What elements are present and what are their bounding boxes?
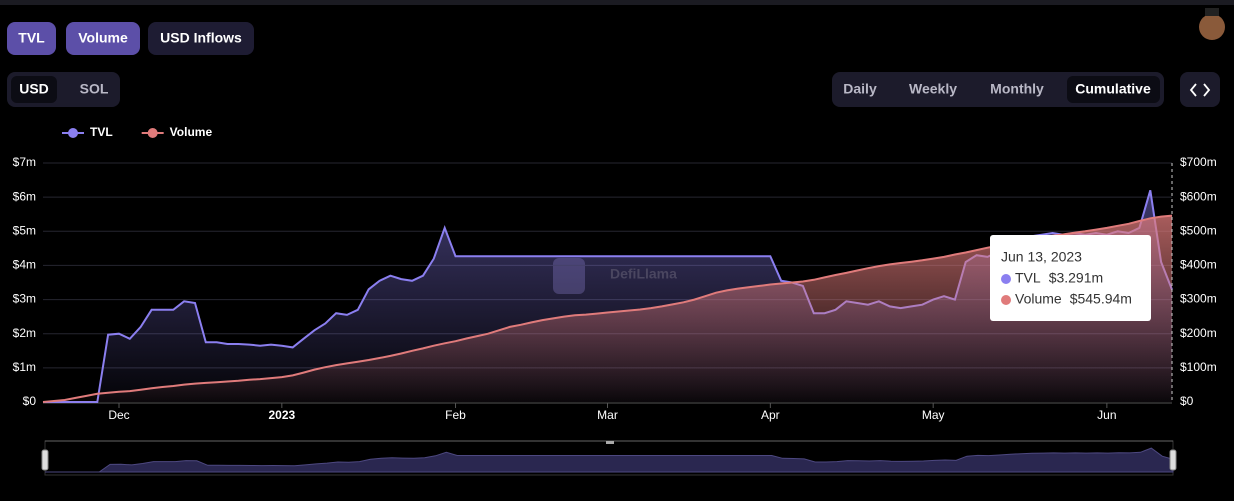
embed-button[interactable] <box>1180 72 1220 107</box>
navigator-grip <box>606 441 614 444</box>
x-tick-label: Apr <box>761 408 780 422</box>
watermark: DefiLlama <box>610 266 677 282</box>
y2-tick-label: $400m <box>1180 258 1217 272</box>
button[interactable] <box>7 22 56 55</box>
toggle-option[interactable]: USD <box>19 81 49 97</box>
tooltip-marker <box>1001 295 1011 305</box>
y-tick-label: $4m <box>13 258 36 272</box>
y-tick-label: $6m <box>13 189 36 203</box>
toggle-option[interactable]: Monthly <box>990 81 1044 97</box>
tooltip-marker <box>1001 274 1011 284</box>
y-tick-label: $3m <box>13 292 36 306</box>
button-label[interactable]: TVL <box>18 30 45 46</box>
x-tick-label: Jun <box>1097 408 1116 422</box>
legend-label: Volume <box>170 125 213 139</box>
x-tick-label: Mar <box>597 408 618 422</box>
legend-marker <box>147 128 158 138</box>
navigator-handle[interactable] <box>41 449 49 471</box>
toggle-option[interactable]: Daily <box>843 81 877 97</box>
toggle-active <box>1067 76 1160 103</box>
tooltip-name: Volume <box>1015 291 1062 307</box>
y-tick-label: $7m <box>13 155 36 169</box>
button-label[interactable]: USD Inflows <box>160 30 242 46</box>
tooltip-date: Jun 13, 2023 <box>1001 249 1082 265</box>
y2-tick-label: $200m <box>1180 326 1217 340</box>
toggle-option[interactable]: SOL <box>80 81 109 97</box>
y-tick-label: $5m <box>13 223 36 237</box>
x-tick-label: May <box>922 408 945 422</box>
button[interactable] <box>148 22 254 55</box>
y2-tick-label: $700m <box>1180 155 1217 169</box>
y-tick-label: $0 <box>23 394 37 408</box>
code-icon <box>1189 83 1211 97</box>
x-tick-label: Feb <box>445 408 466 422</box>
toggle-option[interactable]: Cumulative <box>1075 81 1151 97</box>
navigator-area <box>45 447 1174 473</box>
toggle-option[interactable]: Weekly <box>909 81 957 97</box>
tooltip <box>990 235 1151 321</box>
avatar-icon <box>1199 14 1225 40</box>
toggle-active <box>11 76 57 103</box>
tooltip-value: $545.94m <box>1070 291 1132 307</box>
y-tick-label: $1m <box>13 360 36 374</box>
navigator-handle[interactable] <box>1169 449 1177 471</box>
series-line <box>42 214 1173 403</box>
button[interactable] <box>66 22 140 55</box>
period-toggle: Daily Weekly Monthly Cumulative <box>832 72 1164 107</box>
button-label[interactable]: Volume <box>78 30 128 46</box>
tooltip-value: $3.291m <box>1049 270 1103 286</box>
y2-tick-label: $300m <box>1180 292 1217 306</box>
y2-tick-label: $0 <box>1180 394 1194 408</box>
y-tick-label: $2m <box>13 326 36 340</box>
y2-tick-label: $600m <box>1180 189 1217 203</box>
legend-marker <box>68 128 78 138</box>
legend-label: TVL <box>90 125 113 139</box>
tooltip-name: TVL <box>1015 270 1041 286</box>
currency-toggle: USD SOL <box>7 72 120 107</box>
x-tick-label: Dec <box>108 408 129 422</box>
metric-buttons: TVL Volume USD Inflows <box>7 22 254 55</box>
y2-tick-label: $500m <box>1180 223 1217 237</box>
button[interactable] <box>1180 72 1220 107</box>
y2-tick-label: $100m <box>1180 360 1217 374</box>
top-bar <box>0 0 1234 5</box>
avatar <box>1199 8 1225 40</box>
avatar-hat <box>1205 8 1219 16</box>
x-tick-label: 2023 <box>268 408 295 422</box>
series-area <box>43 215 1172 402</box>
